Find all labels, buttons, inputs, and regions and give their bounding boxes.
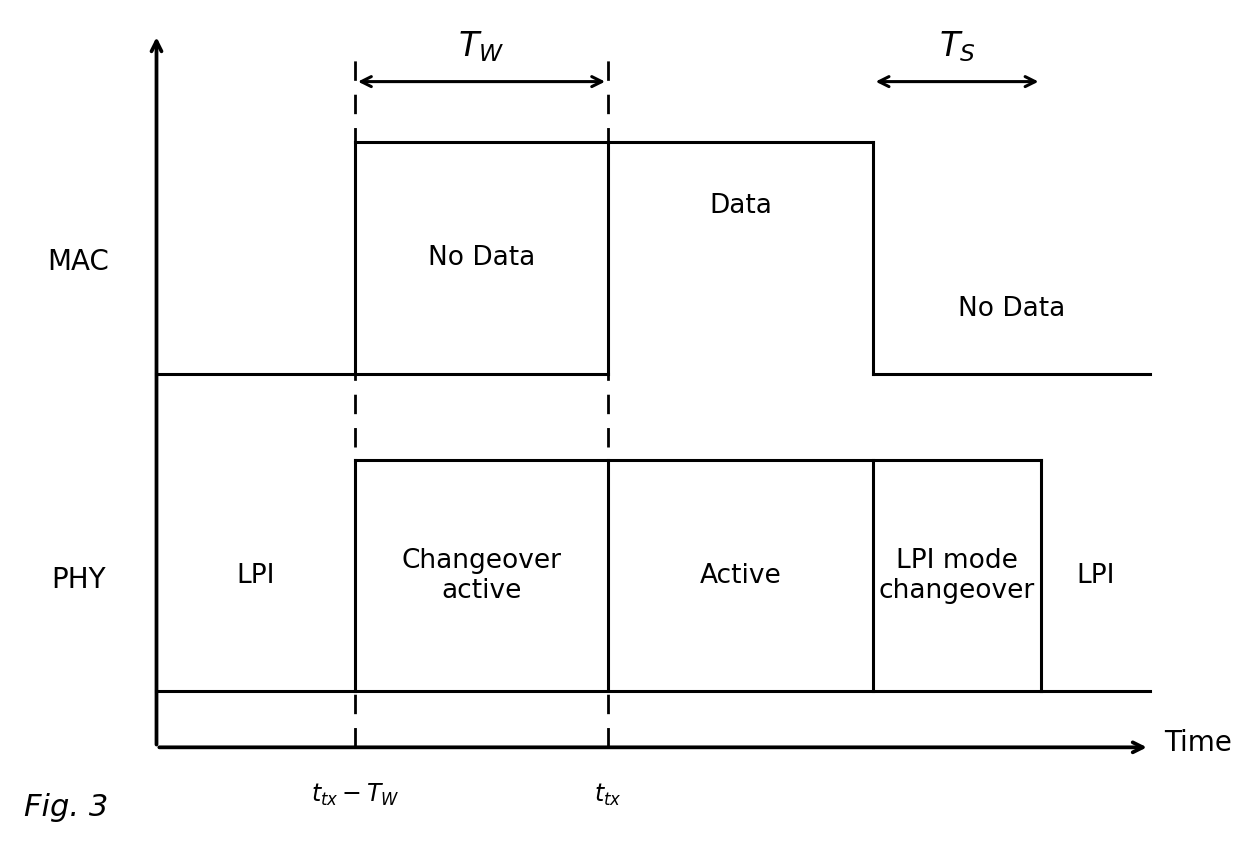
Text: PHY: PHY xyxy=(51,566,105,594)
Text: $T_W$: $T_W$ xyxy=(459,30,505,64)
Text: No Data: No Data xyxy=(957,296,1065,322)
Text: LPI: LPI xyxy=(237,563,275,588)
Text: Data: Data xyxy=(709,193,771,219)
Text: Changeover
active: Changeover active xyxy=(402,547,562,604)
Text: Active: Active xyxy=(699,563,781,588)
Text: $t_{tx} - T_W$: $t_{tx} - T_W$ xyxy=(311,782,399,808)
Text: LPI mode
changeover: LPI mode changeover xyxy=(879,547,1035,604)
Text: MAC: MAC xyxy=(47,248,109,276)
Text: LPI: LPI xyxy=(1076,563,1115,588)
Text: No Data: No Data xyxy=(428,245,536,271)
Text: Time: Time xyxy=(1164,729,1233,757)
Text: $t_{tx}$: $t_{tx}$ xyxy=(594,782,621,808)
Text: $T_S$: $T_S$ xyxy=(939,30,976,64)
Text: Fig. 3: Fig. 3 xyxy=(24,793,108,822)
